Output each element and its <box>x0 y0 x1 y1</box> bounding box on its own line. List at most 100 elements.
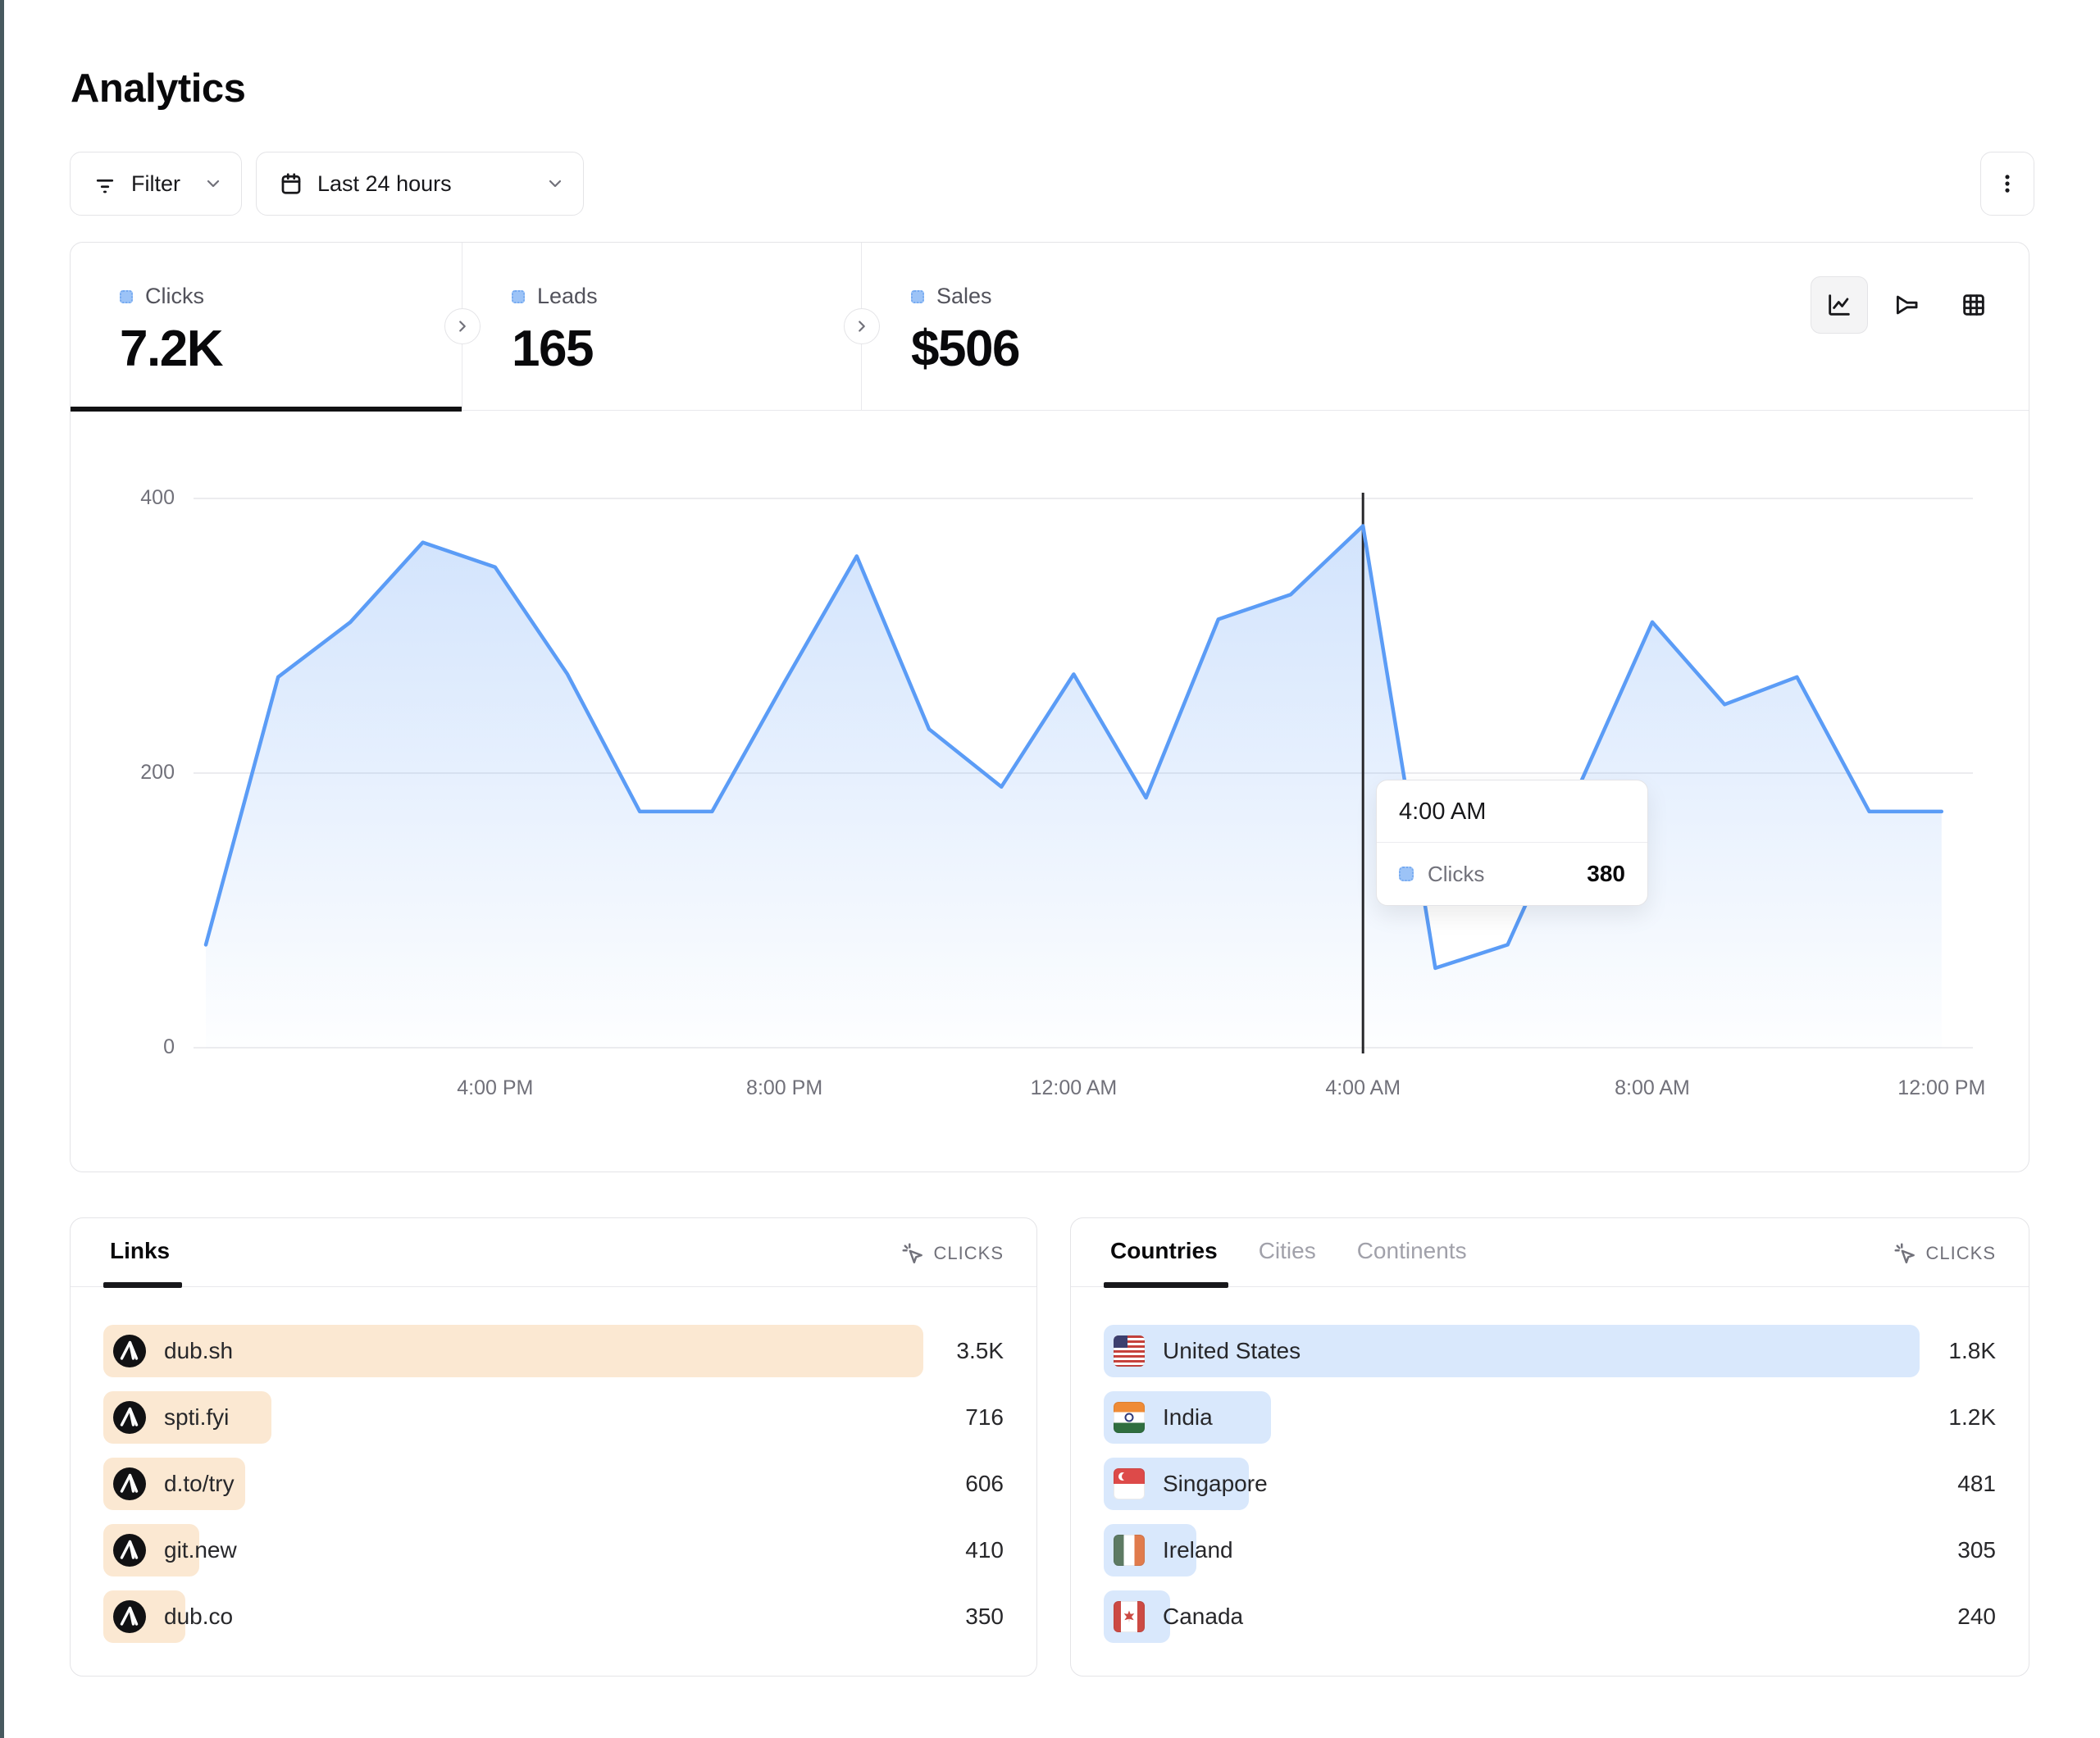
tab-links[interactable]: Links <box>110 1238 171 1263</box>
links-panel: Links CLICKS dub.sh 3.5K spti.fyi 716 d.to… <box>70 1217 1037 1677</box>
chevron-right-icon <box>859 321 865 332</box>
item-label: India <box>1163 1404 1213 1430</box>
chart-area-fill <box>206 525 1942 1048</box>
expand-sales-button[interactable] <box>844 308 880 344</box>
item-label: United States <box>1163 1338 1301 1363</box>
links-clicks-metric[interactable]: CLICKS <box>900 1241 1004 1266</box>
dub-logo-icon <box>113 1600 146 1633</box>
date-range-label: Last 24 hours <box>317 171 452 196</box>
chevron-down-icon <box>545 174 565 193</box>
clicks-label: Clicks <box>145 284 204 308</box>
item-value: 3.5K <box>956 1338 1004 1363</box>
dub-logo-icon <box>113 1401 146 1434</box>
x-axis-label: 8:00 AM <box>1615 1076 1690 1099</box>
value-bar <box>103 1325 923 1377</box>
x-axis-label: 12:00 PM <box>1897 1076 1986 1099</box>
leads-value: 165 <box>512 321 594 377</box>
filter-icon <box>93 171 117 196</box>
table-view-button[interactable] <box>1945 276 2002 334</box>
link-row[interactable]: dub.sh 3.5K <box>103 1325 1004 1377</box>
link-row[interactable]: spti.fyi 716 <box>103 1391 1004 1444</box>
country-row[interactable]: India 1.2K <box>1104 1391 1996 1444</box>
y-axis-label: 400 <box>140 486 175 509</box>
tooltip-legend-square <box>1399 867 1414 881</box>
x-axis-label: 12:00 AM <box>1030 1076 1118 1099</box>
country-row[interactable]: Ireland 305 <box>1104 1524 1996 1576</box>
item-label: spti.fyi <box>164 1404 230 1430</box>
y-axis-label: 200 <box>140 761 175 784</box>
chart-view-toggles <box>1811 276 2002 334</box>
chart-tooltip: 4:00 AM Clicks 380 <box>1376 780 1648 906</box>
more-menu-button[interactable] <box>1980 152 2034 216</box>
item-label: dub.sh <box>164 1338 234 1363</box>
grid-icon <box>1963 294 1984 316</box>
calendar-icon <box>279 171 303 196</box>
countries-clicks-metric[interactable]: CLICKS <box>1893 1241 1996 1266</box>
page-title: Analytics <box>71 66 246 111</box>
filter-button[interactable]: Filter <box>70 152 242 216</box>
tab-sales[interactable]: Sales $506 <box>862 243 1223 411</box>
item-value: 481 <box>1957 1471 1996 1496</box>
filter-label: Filter <box>131 171 180 196</box>
dub-logo-icon <box>113 1335 146 1367</box>
chevron-down-icon <box>203 174 223 193</box>
country-row[interactable]: Singapore 481 <box>1104 1458 1996 1510</box>
links-tab-underline <box>103 1282 182 1288</box>
date-range-button[interactable]: Last 24 hours <box>256 152 584 216</box>
value-bar <box>1104 1325 1920 1377</box>
sales-legend-square <box>911 289 924 303</box>
tab-leads[interactable]: Leads 165 <box>462 243 862 411</box>
tab-cities[interactable]: Cities <box>1258 1238 1316 1263</box>
y-axis-label: 0 <box>163 1035 175 1058</box>
country-row[interactable]: Canada 240 <box>1104 1590 1996 1643</box>
item-value: 240 <box>1957 1604 1996 1629</box>
funnel-icon <box>1896 295 1918 315</box>
item-label: Ireland <box>1163 1537 1233 1563</box>
tab-countries[interactable]: Countries <box>1110 1238 1218 1263</box>
tab-clicks[interactable]: Clicks 7.2K <box>71 243 462 412</box>
funnel-view-button[interactable] <box>1878 276 1935 334</box>
chart-line <box>203 524 1944 971</box>
item-label: git.new <box>164 1537 237 1563</box>
x-axis-label: 8:00 PM <box>746 1076 823 1099</box>
line-chart-icon <box>1829 294 1850 316</box>
links-clicks-metric-label: CLICKS <box>933 1243 1004 1263</box>
item-value: 1.2K <box>1948 1404 1996 1430</box>
chart-canvas <box>194 493 1973 1053</box>
country-row[interactable]: United States 1.8K <box>1104 1325 1996 1377</box>
item-value: 305 <box>1957 1537 1996 1563</box>
clicks-legend-square <box>120 289 133 303</box>
item-value: 716 <box>965 1404 1004 1430</box>
ie-flag-icon <box>1114 1535 1145 1566</box>
item-label: Singapore <box>1163 1471 1268 1496</box>
active-tab-underline <box>71 407 462 412</box>
chevron-right-icon <box>459 321 466 332</box>
sales-value: $506 <box>911 321 1020 377</box>
clicks-value: 7.2K <box>120 321 223 377</box>
link-row[interactable]: git.new 410 <box>103 1524 1004 1576</box>
link-row[interactable]: d.to/try 606 <box>103 1458 1004 1510</box>
dub-logo-icon <box>113 1467 146 1500</box>
us-flag-icon <box>1114 1335 1145 1367</box>
in-flag-icon <box>1114 1402 1145 1433</box>
expand-leads-button[interactable] <box>444 308 481 344</box>
left-edge-accent <box>0 0 4 1738</box>
item-value: 606 <box>965 1471 1004 1496</box>
tab-continents[interactable]: Continents <box>1356 1238 1467 1263</box>
sg-flag-icon <box>1114 1468 1145 1499</box>
x-axis-label: 4:00 AM <box>1325 1076 1401 1099</box>
item-value: 350 <box>965 1604 1004 1629</box>
tooltip-time: 4:00 AM <box>1377 780 1647 843</box>
cursor-click-icon <box>1894 1243 1915 1264</box>
tooltip-value: 380 <box>1587 861 1625 886</box>
item-value: 1.8K <box>1948 1338 1996 1363</box>
item-label: dub.co <box>164 1604 234 1629</box>
link-row[interactable]: dub.co 350 <box>103 1590 1004 1643</box>
item-value: 410 <box>965 1537 1004 1563</box>
countries-panel: Countries Cities Continents CLICKS Unite… <box>1070 1217 2029 1677</box>
line-chart-view-button[interactable] <box>1811 276 1868 334</box>
clicks-chart[interactable]: 4:00 AM Clicks 380 0 200 400 4:00 PM 8:00 PM… <box>71 411 2029 1172</box>
sales-label: Sales <box>936 284 992 308</box>
cursor-click-icon <box>902 1243 922 1264</box>
item-label: Canada <box>1163 1604 1244 1629</box>
